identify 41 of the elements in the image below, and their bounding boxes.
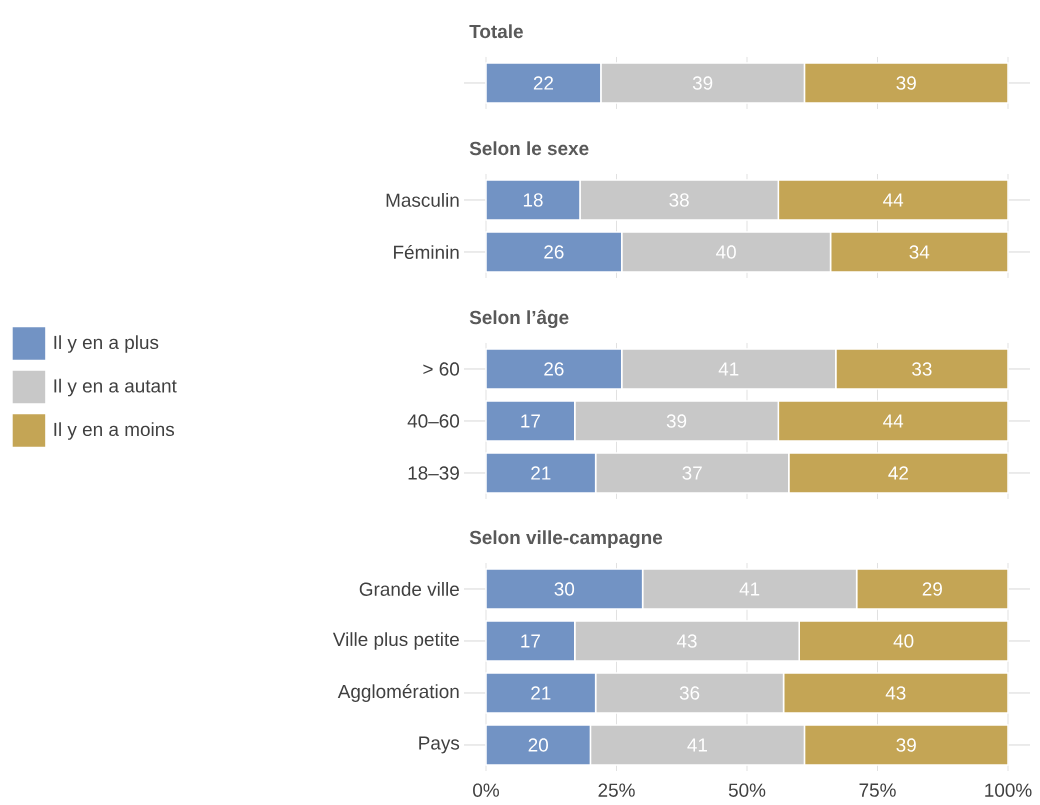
data-label: 26 [544,362,564,376]
data-label: 17 [521,634,540,648]
data-label: 18 [523,193,543,207]
legend-label: Il y en a plus [54,335,159,353]
legend-label: Il y en a moins [54,422,175,440]
legend-label: Il y en a autant [54,378,177,397]
data-label: 40 [893,634,914,648]
chart-title: Selon le sexe [469,141,589,156]
y-tick-label: Masculin [386,193,459,207]
y-tick-label: Grande ville [359,582,459,596]
data-label: 43 [885,686,906,700]
x-tick-label: 75% [859,783,896,797]
data-label: 17 [521,414,540,428]
y-tick-label: 40–60 [407,414,460,428]
data-label: 44 [883,193,904,207]
data-label: 22 [533,76,554,90]
data-label: 30 [554,582,575,596]
y-tick-label: Féminin [394,244,459,260]
y-tick-label: 18–39 [408,466,459,480]
data-label: 21 [531,466,551,480]
data-label: 39 [896,738,916,752]
data-label: 44 [883,414,904,428]
data-label: 21 [531,686,551,700]
x-tick-label: 100% [985,783,1032,797]
data-label: 20 [528,738,548,752]
chart-title: Selon l’âge [469,309,569,328]
y-tick-label: Agglomération [337,684,459,702]
chart-title: Selon ville-campagne [469,530,663,548]
y-tick-label: Pays [419,736,460,754]
data-label: 26 [544,245,564,259]
x-tick-label: 50% [728,783,766,797]
data-label: 42 [888,466,908,480]
x-tick-label: 25% [598,783,635,797]
data-label: 33 [912,362,932,376]
y-tick-label: Ville plus petite [332,632,459,650]
data-label: 29 [922,582,942,596]
chart-title: Totale [469,24,523,39]
x-tick-label: 0% [473,783,500,797]
y-tick-label: > 60 [423,362,460,376]
data-label: 34 [909,245,930,259]
data-label: 39 [896,76,916,90]
